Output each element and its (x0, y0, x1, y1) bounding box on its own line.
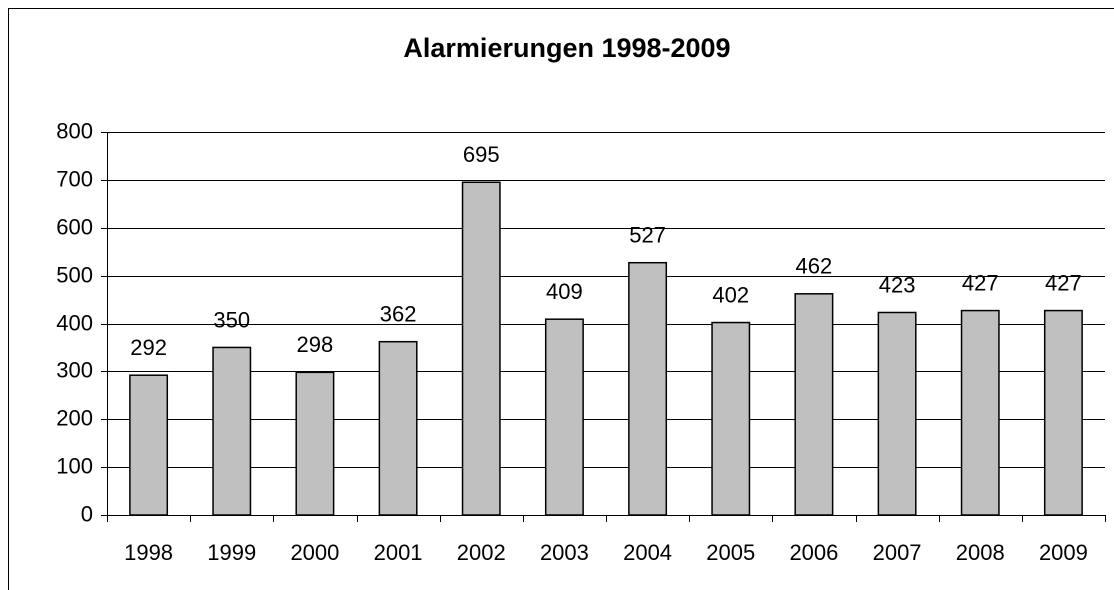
x-tick-label: 2002 (457, 540, 506, 565)
bar (461, 181, 501, 516)
bar (1043, 309, 1083, 516)
bar (960, 309, 1000, 516)
data-label: 298 (297, 332, 334, 357)
x-tick-label: 2004 (623, 540, 672, 565)
x-tick-label: 2005 (706, 540, 755, 565)
data-label: 409 (546, 279, 583, 304)
x-tick-label: 2006 (789, 540, 838, 565)
bar (794, 293, 834, 516)
bar (378, 340, 418, 516)
data-label: 527 (629, 223, 666, 248)
x-tick-label: 1998 (124, 540, 173, 565)
data-label: 427 (962, 270, 999, 295)
x-tick-label: 1999 (207, 540, 256, 565)
data-label: 350 (213, 307, 250, 332)
y-tick-label: 700 (56, 166, 93, 191)
data-label: 427 (1045, 270, 1082, 295)
x-tick-label: 2003 (540, 540, 589, 565)
y-tick-label: 800 (56, 118, 93, 143)
data-label: 695 (463, 142, 500, 167)
y-tick-label: 400 (56, 310, 93, 335)
bar (129, 374, 169, 516)
x-tick-label: 2000 (290, 540, 339, 565)
x-tick-label: 2009 (1039, 540, 1088, 565)
bar (544, 318, 584, 516)
data-label: 362 (380, 302, 417, 327)
bar (295, 371, 335, 516)
bar (212, 346, 252, 516)
data-label: 462 (796, 254, 833, 279)
y-tick-label: 300 (56, 357, 93, 382)
data-label: 423 (879, 272, 916, 297)
y-tick-label: 0 (81, 501, 93, 526)
chart-title: Alarmierungen 1998-2009 (403, 33, 730, 63)
data-label: 402 (712, 282, 749, 307)
y-tick-label: 200 (56, 405, 93, 430)
x-tick-label: 2001 (374, 540, 423, 565)
y-tick-label: 600 (56, 214, 93, 239)
bar (877, 311, 917, 516)
y-tick-label: 500 (56, 262, 93, 287)
bar (628, 261, 668, 516)
y-tick-label: 100 (56, 453, 93, 478)
x-tick-label: 2007 (873, 540, 922, 565)
x-tick-label: 2008 (956, 540, 1005, 565)
bar (711, 321, 751, 516)
data-label: 292 (130, 335, 167, 360)
